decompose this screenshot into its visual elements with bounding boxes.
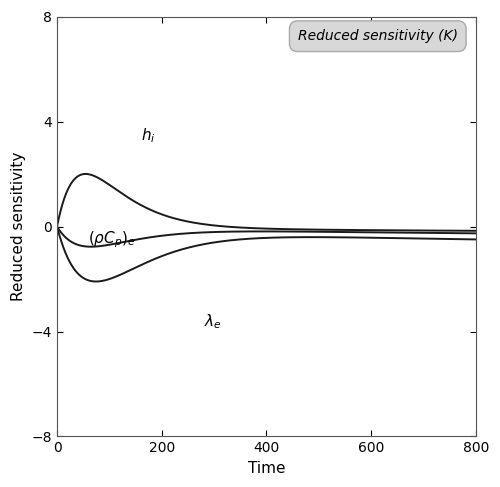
Text: Reduced sensitivity (K): Reduced sensitivity (K)	[298, 29, 458, 43]
Text: $h_i$: $h_i$	[141, 126, 156, 145]
Text: $\lambda_e$: $\lambda_e$	[204, 312, 222, 331]
X-axis label: Time: Time	[248, 461, 285, 476]
Text: $(\rho C_p)_e$: $(\rho C_p)_e$	[88, 230, 136, 250]
Y-axis label: Reduced sensitivity: Reduced sensitivity	[11, 152, 26, 301]
